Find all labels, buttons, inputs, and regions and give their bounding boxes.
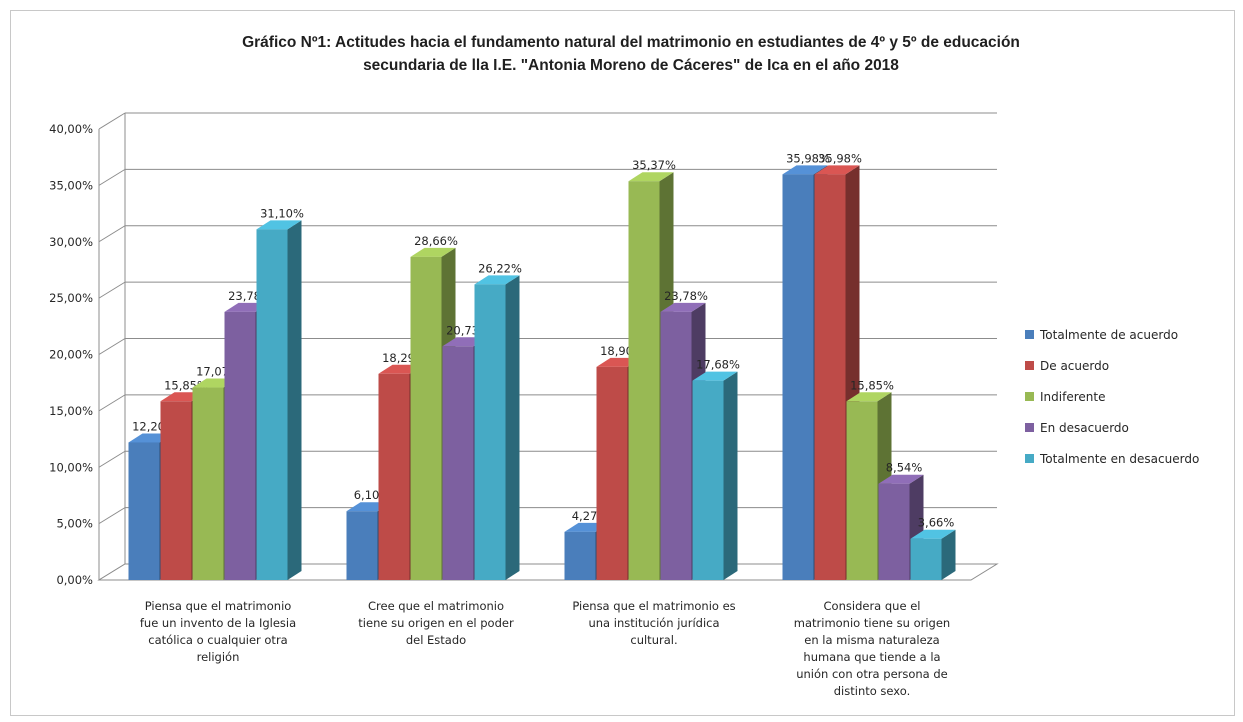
x-tick-label: humana que tiende a la	[803, 650, 940, 664]
legend-entry: De acuerdo	[1040, 359, 1109, 373]
x-tick-label: Considera que el	[824, 599, 921, 613]
bar-side	[724, 372, 738, 580]
bar-en-desacuerdo	[443, 346, 474, 580]
legend-swatch	[1025, 454, 1034, 463]
bar-de-acuerdo	[161, 401, 192, 580]
legend-entry: Totalmente en desacuerdo	[1039, 452, 1199, 466]
bar-totalmente-en-desacuerdo	[257, 229, 288, 580]
bar-totalmente-de-acuerdo	[347, 511, 378, 580]
data-label: 26,22%	[478, 261, 522, 275]
bar-totalmente-en-desacuerdo	[475, 284, 506, 580]
legend-swatch	[1025, 423, 1034, 432]
x-tick-label: una institución jurídica	[588, 616, 719, 630]
y-tick-label: 0,00%	[56, 573, 93, 587]
bar-side	[506, 275, 520, 580]
bar-indiferente	[411, 257, 442, 580]
gridline-side	[99, 339, 125, 355]
bar-totalmente-en-desacuerdo	[693, 381, 724, 580]
chart-frame: Gráfico Nº1: Actitudes hacia el fundamen…	[10, 10, 1235, 716]
legend-entry: Indiferente	[1040, 390, 1105, 404]
data-label: 3,66%	[918, 516, 955, 530]
data-label: 23,78%	[664, 289, 708, 303]
x-tick-label: religión	[197, 650, 240, 664]
bar-totalmente-de-acuerdo	[565, 532, 596, 580]
bar-totalmente-en-desacuerdo	[911, 539, 942, 580]
bar-de-acuerdo	[815, 174, 846, 580]
gridline-side	[99, 113, 125, 129]
chart-canvas: Gráfico Nº1: Actitudes hacia el fundamen…	[11, 11, 1234, 715]
x-tick-label: fue un invento de la Iglesia	[140, 616, 296, 630]
bar-indiferente	[847, 401, 878, 580]
chart-title-line: Gráfico Nº1: Actitudes hacia el fundamen…	[242, 34, 1020, 51]
data-label: 35,37%	[632, 158, 676, 172]
x-tick-label: del Estado	[406, 633, 466, 647]
x-tick-label: en la misma naturaleza	[804, 633, 939, 647]
bar-totalmente-de-acuerdo	[783, 174, 814, 580]
y-tick-label: 10,00%	[49, 460, 93, 474]
legend-swatch	[1025, 361, 1034, 370]
gridline-side	[99, 226, 125, 242]
legend-swatch	[1025, 330, 1034, 339]
x-tick-label: cultural.	[630, 633, 677, 647]
x-tick-label: Cree que el matrimonio	[368, 599, 504, 613]
gridline-side	[99, 508, 125, 524]
bar-side	[288, 220, 302, 580]
bar-en-desacuerdo	[661, 312, 692, 580]
bar-indiferente	[193, 388, 224, 580]
bar-totalmente-de-acuerdo	[129, 442, 160, 580]
bar-en-desacuerdo	[225, 312, 256, 580]
y-tick-label: 15,00%	[49, 404, 93, 418]
data-label: 35,98%	[818, 151, 862, 165]
x-tick-label: Piensa que el matrimonio	[145, 599, 292, 613]
chart-title-line: secundaria de lla I.E. "Antonia Moreno d…	[363, 57, 899, 74]
x-tick-label: católica o cualquier otra	[148, 633, 287, 647]
gridline-side	[99, 451, 125, 467]
data-label: 17,68%	[696, 358, 740, 372]
gridline-side	[99, 169, 125, 185]
data-label: 31,10%	[260, 206, 304, 220]
y-tick-label: 35,00%	[49, 178, 93, 192]
x-tick-label: matrimonio tiene su origen	[794, 616, 950, 630]
bar-de-acuerdo	[597, 367, 628, 580]
legend-entry: Totalmente de acuerdo	[1039, 328, 1178, 342]
x-tick-label: Piensa que el matrimonio es	[572, 599, 735, 613]
data-label: 28,66%	[414, 234, 458, 248]
y-tick-label: 40,00%	[49, 122, 93, 136]
y-tick-label: 5,00%	[56, 517, 93, 531]
y-tick-label: 30,00%	[49, 235, 93, 249]
legend-swatch	[1025, 392, 1034, 401]
bar-de-acuerdo	[379, 374, 410, 580]
data-label: 15,85%	[850, 378, 894, 392]
y-tick-label: 25,00%	[49, 291, 93, 305]
gridline-side	[99, 282, 125, 298]
x-tick-label: distinto sexo.	[834, 684, 911, 698]
y-tick-label: 20,00%	[49, 348, 93, 362]
data-label: 8,54%	[886, 461, 923, 475]
bar-en-desacuerdo	[879, 484, 910, 580]
bar-indiferente	[629, 181, 660, 580]
legend-entry: En desacuerdo	[1040, 421, 1129, 435]
gridline-side	[99, 395, 125, 411]
x-tick-label: tiene su origen en el poder	[358, 616, 514, 630]
x-tick-label: unión con otra persona de	[796, 667, 948, 681]
